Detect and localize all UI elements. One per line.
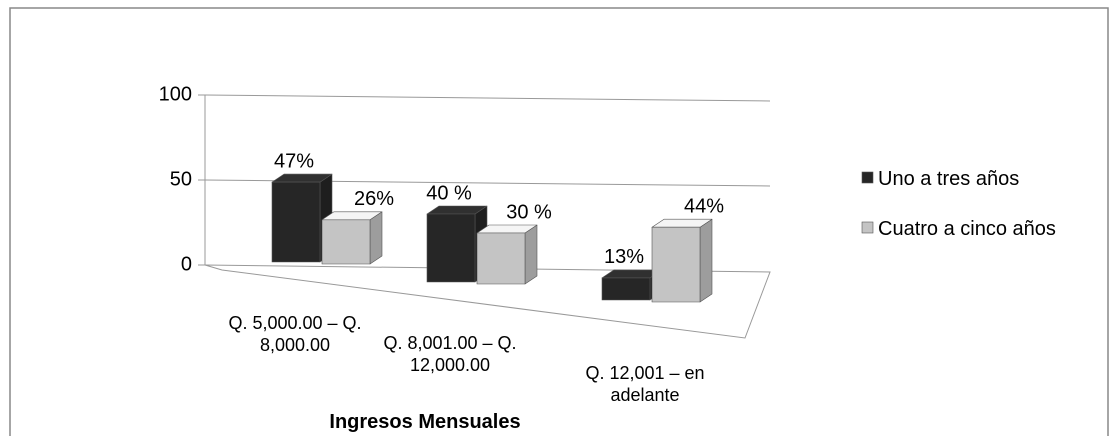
bar	[476, 224, 538, 285]
bar	[321, 211, 383, 265]
y-tick-label: 0	[181, 253, 192, 275]
value-label: 44%	[684, 195, 724, 217]
value-label: 30 %	[506, 201, 552, 223]
x-tick-label: Q. 12,001 – en adelante	[585, 363, 705, 405]
legend-label: Uno a tres años	[878, 168, 1020, 190]
y-tick-label: 100	[159, 83, 192, 105]
value-label: 40 %	[426, 182, 472, 204]
x-tick-label: Q. 8,001.00 – Q. 12,000.00	[383, 333, 517, 375]
legend-swatch	[861, 221, 874, 234]
value-label: 47%	[274, 150, 314, 172]
chart-border	[9, 7, 1109, 436]
x-tick-label: Q. 5,000.00 – Q. 8,000.00	[228, 313, 362, 355]
legend-swatch	[861, 171, 874, 184]
x-axis-title: Ingresos Mensuales	[329, 411, 521, 433]
value-label: 13%	[604, 246, 644, 268]
y-tick-label: 50	[170, 168, 192, 190]
grid-line	[204, 94, 771, 102]
bar	[651, 218, 713, 303]
value-label: 26%	[354, 188, 394, 210]
legend-label: Cuatro a cinco años	[878, 218, 1056, 240]
